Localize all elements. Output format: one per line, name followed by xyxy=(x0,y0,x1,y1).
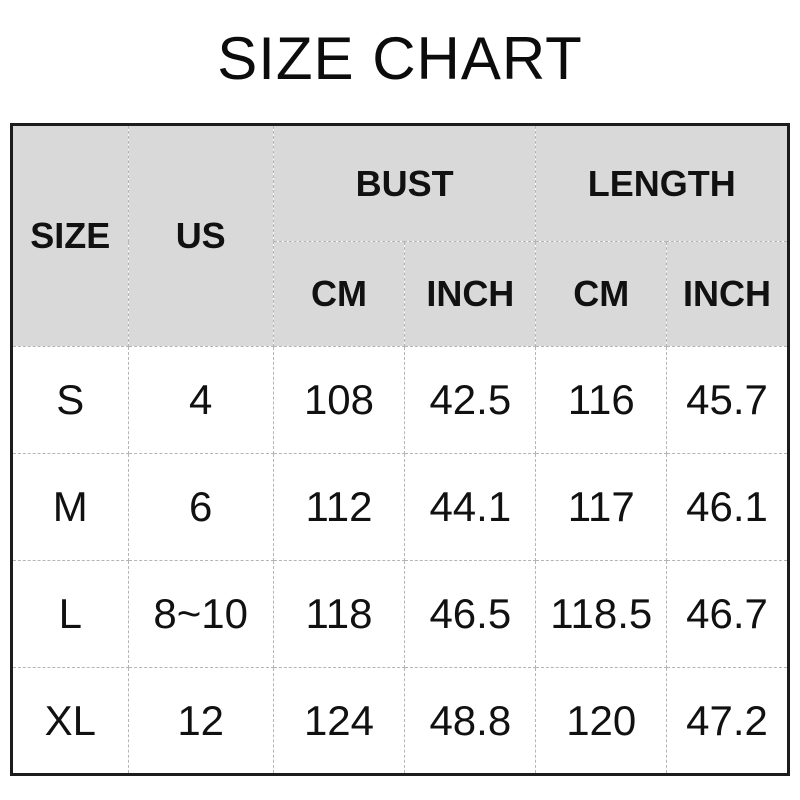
cell-size: S xyxy=(11,346,129,454)
header-cell-bust-inch: INCH xyxy=(404,241,537,347)
cell-bust-cm: 118 xyxy=(272,560,406,668)
header-cell-length-cm: CM xyxy=(535,241,667,347)
cell-length-cm: 120 xyxy=(535,667,667,775)
cell-size: XL xyxy=(11,667,129,775)
header-row-groups: SIZE US BUST LENGTH xyxy=(11,124,789,347)
cell-size: M xyxy=(11,453,129,561)
cell-bust-inch: 46.5 xyxy=(404,560,537,668)
cell-us: 4 xyxy=(127,346,274,454)
page-title: SIZE CHART xyxy=(217,25,583,92)
header-cell-bust-cm: CM xyxy=(272,241,406,347)
cell-size: L xyxy=(11,560,129,668)
cell-bust-cm: 108 xyxy=(272,346,406,454)
cell-length-inch: 47.2 xyxy=(666,667,789,775)
cell-bust-cm: 124 xyxy=(272,667,406,775)
cell-bust-cm: 112 xyxy=(272,453,406,561)
header-cell-size: SIZE xyxy=(11,124,129,347)
size-chart-table: SIZE US BUST LENGTH CM INCH CM INCH S 4 … xyxy=(10,123,790,776)
cell-bust-inch: 42.5 xyxy=(404,346,537,454)
header-cell-length: LENGTH xyxy=(535,124,789,242)
cell-us: 6 xyxy=(127,453,274,561)
table-body: S 4 108 42.5 116 45.7 M 6 112 44.1 117 4… xyxy=(11,346,789,775)
header-cell-us: US xyxy=(127,124,274,347)
table-row-s: S 4 108 42.5 116 45.7 xyxy=(11,346,789,454)
table-row-m: M 6 112 44.1 117 46.1 xyxy=(11,453,789,561)
header-cell-length-inch: INCH xyxy=(666,241,789,347)
cell-bust-inch: 48.8 xyxy=(404,667,537,775)
cell-us: 8~10 xyxy=(127,560,274,668)
cell-bust-inch: 44.1 xyxy=(404,453,537,561)
cell-length-cm: 117 xyxy=(535,453,667,561)
cell-length-cm: 116 xyxy=(535,346,667,454)
header-row-units: CM INCH CM INCH xyxy=(12,241,789,347)
table-header: SIZE US BUST LENGTH CM INCH CM INCH xyxy=(11,124,789,347)
table-row-xl: XL 12 124 48.8 120 47.2 xyxy=(11,667,789,775)
cell-length-inch: 46.7 xyxy=(666,560,789,668)
table-row-l: L 8~10 118 46.5 118.5 46.7 xyxy=(11,560,789,668)
cell-length-cm: 118.5 xyxy=(535,560,667,668)
cell-length-inch: 46.1 xyxy=(666,453,789,561)
cell-length-inch: 45.7 xyxy=(666,346,789,454)
header-cell-bust: BUST xyxy=(272,124,537,242)
cell-us: 12 xyxy=(127,667,274,775)
